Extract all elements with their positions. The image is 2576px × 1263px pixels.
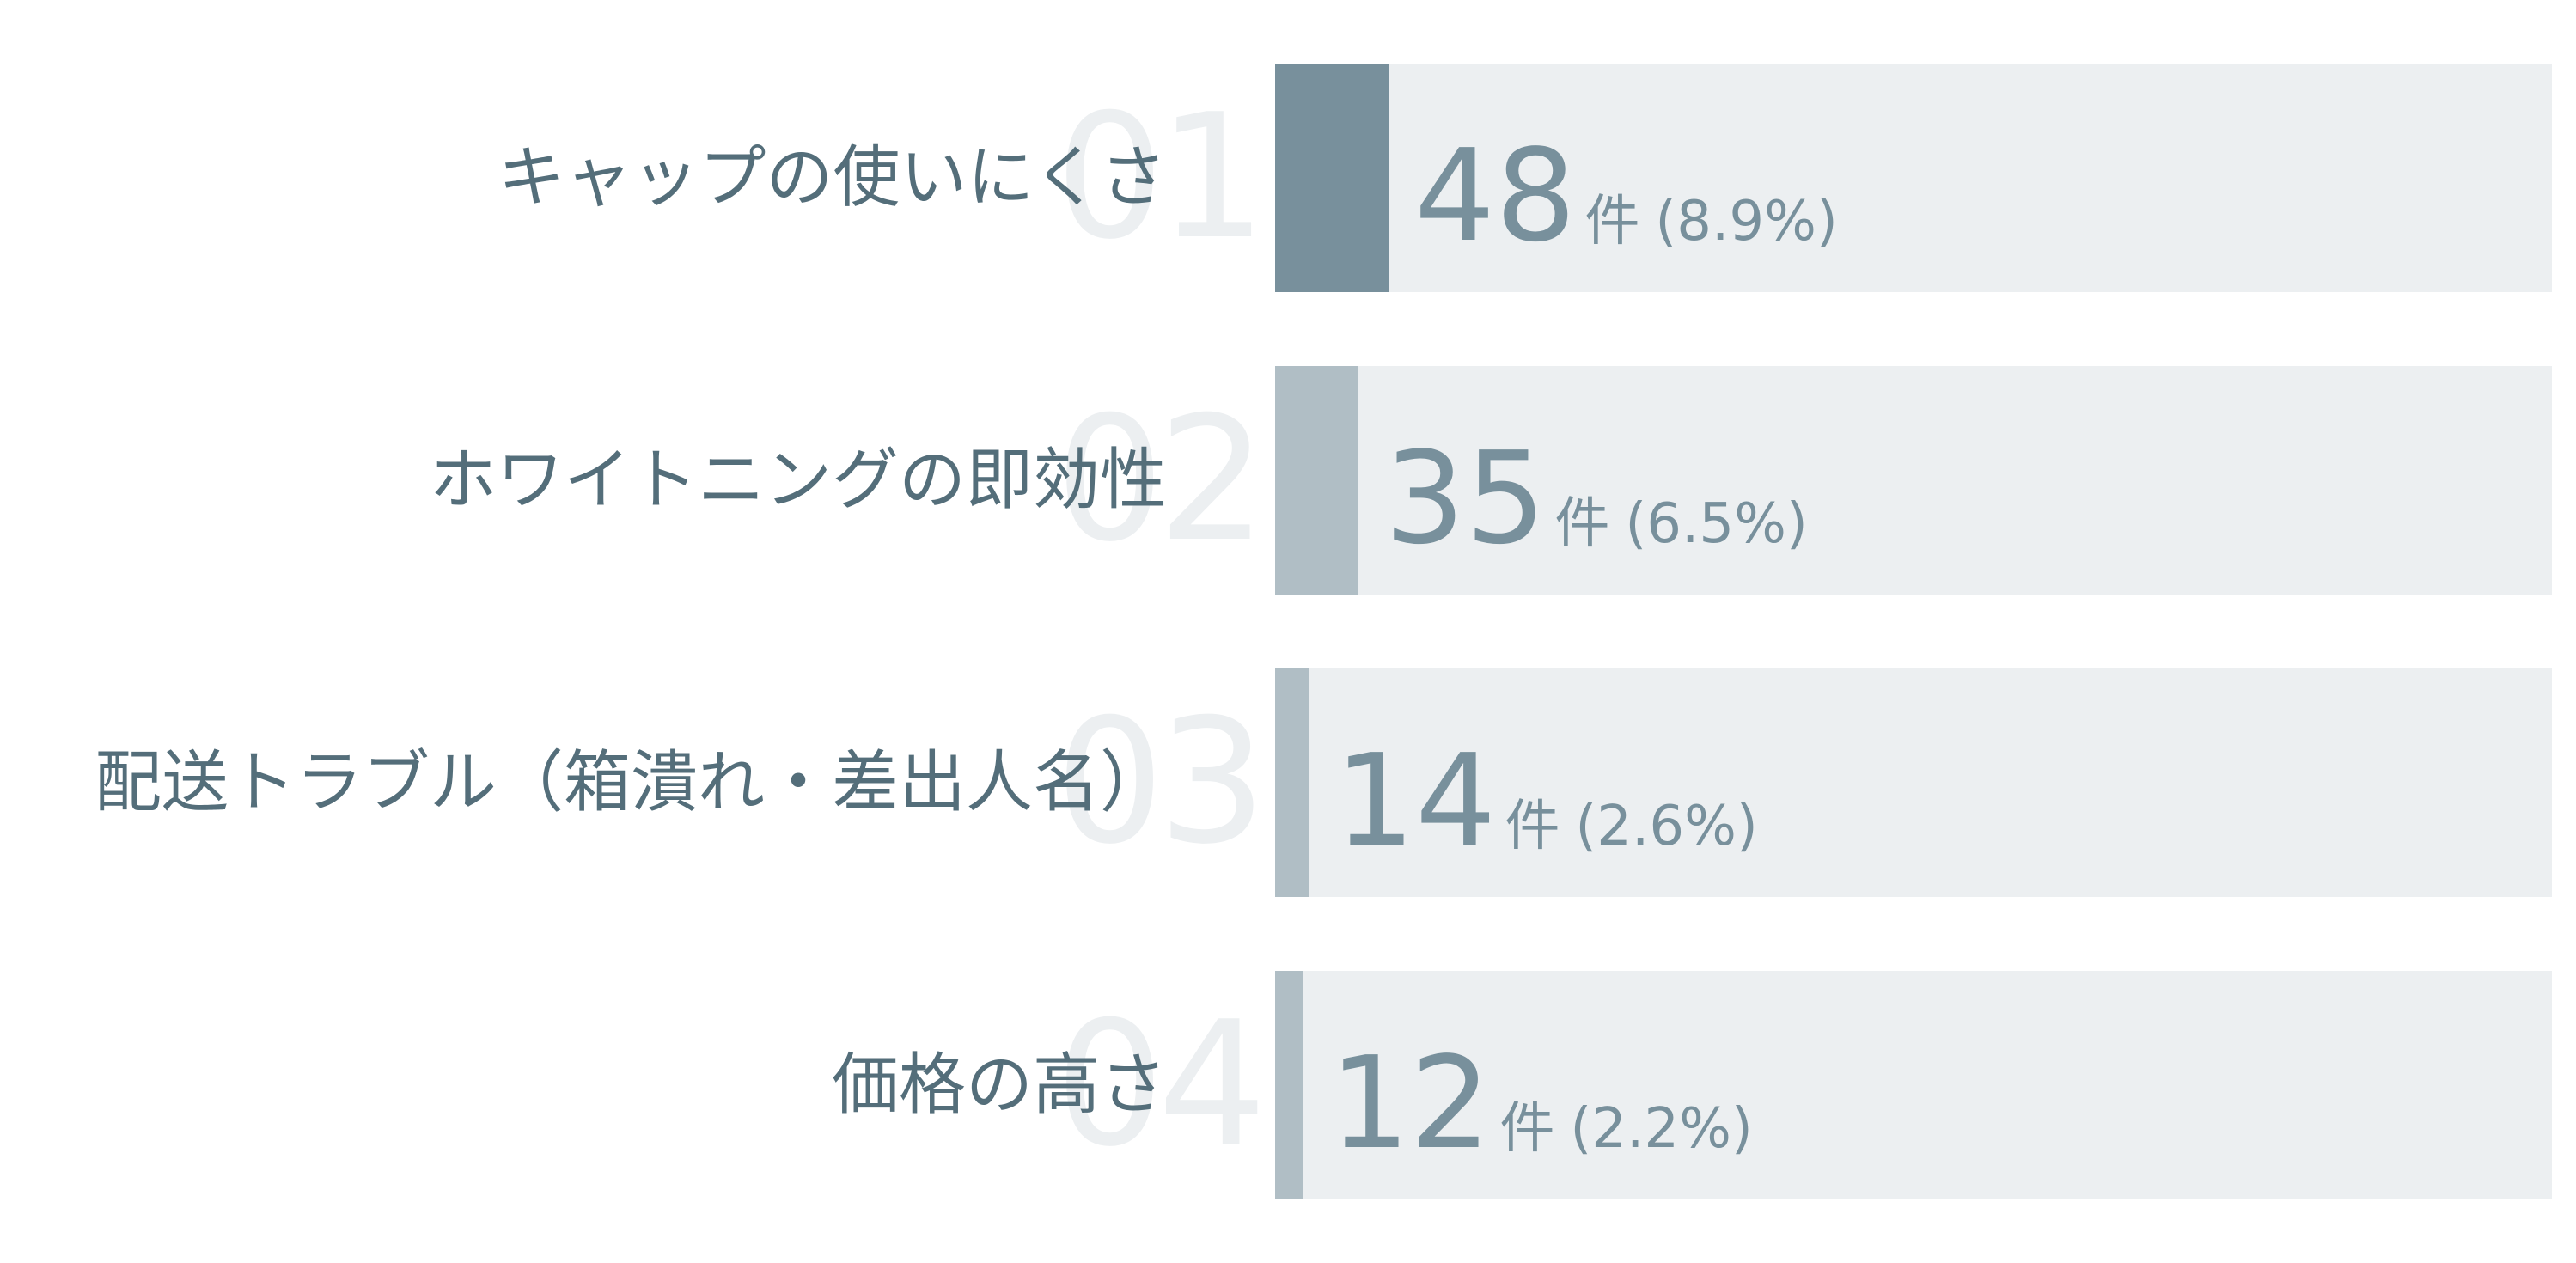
- bar-value: 14 件 (2.6%): [1334, 737, 1758, 864]
- bar-track: 48 件 (8.9%): [1275, 64, 2552, 292]
- bar-track: 14 件 (2.6%): [1275, 668, 2552, 897]
- count-unit: 件: [1499, 1097, 1555, 1161]
- bar-fill: [1275, 668, 1309, 897]
- bar-fill: [1275, 64, 1389, 292]
- bar-track: 35 件 (6.5%): [1275, 366, 2552, 595]
- bar-row: 35 件 (6.5%) 02 ホワイトニングの即効性: [0, 366, 2576, 595]
- bar-track: 12 件 (2.2%): [1275, 971, 2552, 1199]
- bar-fill: [1275, 971, 1303, 1199]
- bar-count: 48: [1414, 122, 1577, 270]
- category-label: 価格の高さ: [831, 1046, 1167, 1124]
- bar-value: 12 件 (2.2%): [1329, 1040, 1753, 1167]
- bar-count: 14: [1334, 727, 1497, 875]
- category-label: キャップの使いにくさ: [497, 139, 1167, 217]
- bar-row: 14 件 (2.6%) 03 配送トラブル（箱潰れ・差出人名）: [0, 668, 2576, 897]
- count-unit: 件: [1554, 492, 1610, 556]
- rank-number: 04: [1055, 985, 1267, 1185]
- count-unit: 件: [1584, 190, 1640, 253]
- category-label: ホワイトニングの即効性: [429, 442, 1167, 519]
- bar-count: 35: [1384, 424, 1547, 572]
- bar-row: 48 件 (8.9%) 01 キャップの使いにくさ: [0, 64, 2576, 292]
- bar-fill: [1275, 366, 1358, 595]
- bar-count: 12: [1329, 1029, 1492, 1177]
- rank-number: 01: [1055, 77, 1267, 278]
- percent-label: (6.5%): [1625, 492, 1808, 556]
- rank-number: 02: [1055, 380, 1267, 580]
- category-label: 配送トラブル（箱潰れ・差出人名）: [94, 744, 1167, 821]
- percent-label: (8.9%): [1655, 190, 1838, 253]
- percent-label: (2.6%): [1575, 795, 1758, 858]
- bar-row: 12 件 (2.2%) 04 価格の高さ: [0, 971, 2576, 1199]
- bar-value: 48 件 (8.9%): [1414, 132, 1838, 259]
- percent-label: (2.2%): [1570, 1097, 1753, 1161]
- bar-value: 35 件 (6.5%): [1384, 435, 1808, 562]
- rank-number: 03: [1055, 682, 1267, 882]
- count-unit: 件: [1505, 795, 1560, 858]
